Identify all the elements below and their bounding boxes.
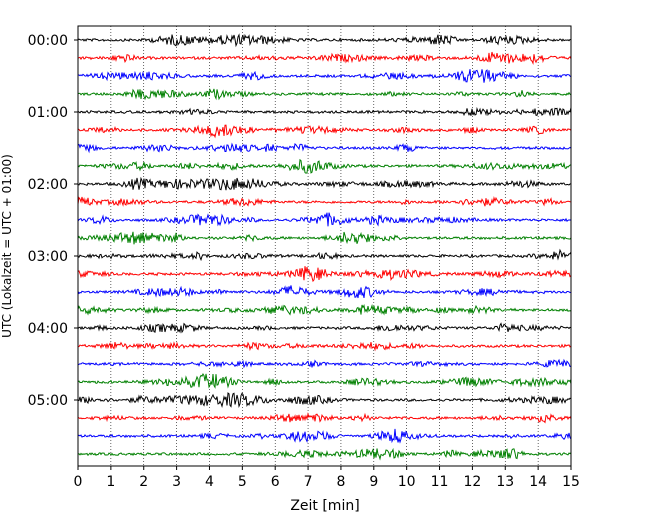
- x-tick-label: 5: [238, 474, 247, 490]
- seismic-traces: [77, 33, 572, 461]
- y-tick-label: 05:00: [28, 393, 68, 409]
- trace-0045: [77, 87, 572, 101]
- x-tick-label: 7: [304, 474, 313, 490]
- trace-0515: [77, 412, 572, 424]
- x-tick-label: 4: [205, 474, 214, 490]
- trace-0245: [77, 231, 572, 245]
- trace-0330: [77, 285, 572, 299]
- x-tick-label: 15: [562, 474, 580, 490]
- x-tick-label: 11: [431, 474, 449, 490]
- x-tick-label: 1: [106, 474, 115, 490]
- trace-0130: [77, 142, 572, 154]
- trace-0200: [77, 176, 572, 191]
- grid-lines: [110, 26, 539, 466]
- trace-0545: [77, 447, 572, 461]
- trace-0500: [77, 392, 572, 409]
- y-axis-label: UTC (Lokalzeit = UTC + 01:00): [0, 154, 14, 338]
- y-tick-label: 03:00: [28, 249, 68, 265]
- trace-0000: [77, 33, 572, 48]
- trace-0345: [77, 303, 572, 316]
- trace-0430: [77, 358, 572, 369]
- x-tick-label: 0: [74, 474, 83, 490]
- y-tick-label: 04:00: [28, 321, 68, 337]
- trace-0215: [77, 196, 572, 207]
- x-axis-ticks: 0 1 2 3 4 5 6 7 8 9 10 11 12 13 14 15: [74, 466, 580, 490]
- trace-0415: [77, 341, 572, 352]
- trace-0530: [77, 428, 572, 444]
- x-tick-label: 6: [271, 474, 280, 490]
- y-tick-label: 00:00: [28, 33, 68, 49]
- trace-0145: [77, 158, 572, 174]
- trace-0230: [77, 212, 572, 227]
- trace-0315: [77, 266, 572, 283]
- y-tick-label: 01:00: [28, 105, 68, 121]
- trace-0300: [77, 248, 572, 262]
- x-tick-label: 14: [529, 474, 547, 490]
- y-axis-ticks: 00:00 01:00 02:00 03:00 04:00 05:00: [28, 33, 78, 409]
- trace-0445: [77, 372, 572, 389]
- x-tick-label: 9: [369, 474, 378, 490]
- trace-0015: [77, 51, 572, 66]
- y-tick-label: 02:00: [28, 177, 68, 193]
- trace-0400: [77, 322, 572, 334]
- x-tick-label: 2: [139, 474, 148, 490]
- trace-0115: [77, 124, 572, 139]
- x-tick-label: 10: [398, 474, 416, 490]
- x-tick-label: 13: [496, 474, 514, 490]
- x-axis-label: Zeit [min]: [290, 498, 359, 514]
- plot-frame: [77, 25, 572, 467]
- trace-0100: [77, 106, 572, 117]
- x-tick-label: 3: [172, 474, 181, 490]
- x-tick-label: 8: [336, 474, 345, 490]
- x-tick-label: 12: [463, 474, 481, 490]
- trace-0030: [77, 69, 572, 83]
